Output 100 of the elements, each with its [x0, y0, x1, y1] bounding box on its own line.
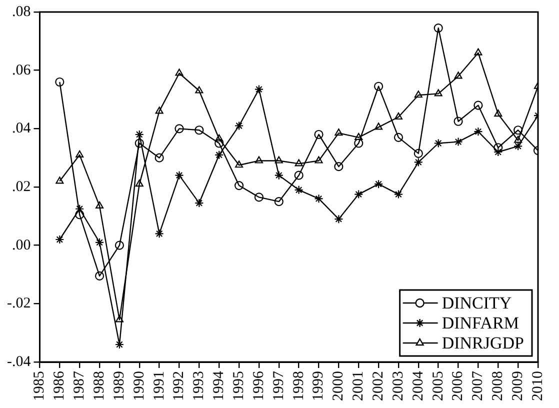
x-tick-label: 1986 — [52, 370, 68, 401]
point — [135, 180, 144, 187]
point — [354, 132, 363, 140]
point — [294, 185, 304, 194]
x-tick-label: 1993 — [191, 371, 208, 401]
point — [434, 23, 443, 33]
point — [514, 136, 522, 143]
x-tick-label: 2010 — [530, 371, 546, 401]
point — [454, 116, 463, 126]
point — [154, 153, 164, 162]
point — [96, 201, 104, 209]
point — [195, 86, 204, 94]
point — [155, 106, 164, 114]
point — [494, 110, 502, 117]
point — [134, 138, 144, 148]
x-tick-label: 1985 — [32, 371, 48, 401]
point — [56, 176, 64, 184]
y-tick-label: .04 — [12, 120, 32, 137]
x-tick-label: 2001 — [350, 371, 367, 401]
point — [474, 48, 482, 56]
point — [94, 238, 104, 247]
y-tick-label: .06 — [12, 62, 32, 78]
x-tick-label: 2009 — [510, 371, 526, 401]
point — [254, 84, 264, 94]
x-tick-label: 1991 — [151, 371, 168, 401]
x-tick-label: 2008 — [490, 371, 506, 401]
point — [94, 271, 104, 281]
x-tick-label: 1989 — [111, 371, 128, 401]
point — [334, 162, 344, 172]
point — [474, 100, 483, 110]
point — [394, 132, 404, 142]
point — [214, 150, 224, 160]
point — [294, 170, 304, 180]
point — [194, 126, 204, 135]
point — [76, 150, 84, 158]
x-tick-label: 1998 — [290, 371, 307, 401]
point — [374, 82, 384, 91]
point — [175, 68, 184, 76]
point — [314, 130, 324, 140]
x-tick-label: 2007 — [470, 370, 486, 401]
x-tick-label: 1994 — [211, 370, 228, 401]
point — [394, 112, 403, 120]
point — [55, 234, 64, 244]
point — [354, 138, 364, 148]
point — [454, 72, 462, 79]
legend-label: DINCITY — [442, 293, 512, 312]
point — [274, 156, 283, 164]
point — [294, 159, 303, 166]
point — [414, 158, 423, 167]
point — [414, 148, 423, 158]
x-tick-label: 1996 — [250, 370, 267, 401]
x-tick-label: 2003 — [390, 371, 406, 401]
point — [454, 137, 463, 146]
x-tick-label: 1999 — [310, 371, 327, 401]
x-tick-label: 2004 — [410, 370, 426, 401]
x-tick-label: 2006 — [450, 370, 466, 401]
legend-label: DINFARM — [442, 313, 519, 332]
point — [75, 204, 84, 214]
point — [494, 143, 503, 152]
point — [194, 198, 204, 208]
point — [354, 190, 364, 199]
point — [254, 156, 263, 164]
point — [474, 127, 483, 136]
point — [414, 90, 422, 98]
point — [274, 170, 284, 180]
y-tick-label: -.02 — [6, 296, 31, 312]
point — [434, 138, 443, 148]
point — [234, 121, 244, 130]
point — [114, 340, 124, 350]
point — [75, 210, 84, 220]
point — [374, 180, 384, 189]
x-tick-label: 1988 — [91, 371, 108, 401]
point — [234, 180, 244, 190]
x-tick-label: 1992 — [171, 371, 188, 401]
y-tick-label: .08 — [12, 4, 31, 20]
x-tick-label: 2000 — [330, 371, 347, 401]
x-tick-label: 1990 — [131, 371, 148, 401]
point — [114, 240, 124, 250]
point — [274, 197, 284, 206]
y-tick-label: .02 — [12, 178, 31, 195]
point — [154, 229, 164, 238]
y-tick-label: .00 — [12, 237, 31, 254]
x-tick-label: 2005 — [430, 371, 446, 401]
point — [394, 190, 404, 199]
point — [214, 138, 224, 148]
point — [514, 126, 523, 135]
point — [334, 128, 343, 136]
point — [115, 315, 124, 322]
point — [254, 192, 264, 202]
x-tick-label: 1995 — [230, 371, 247, 401]
x-tick-label: 1987 — [72, 370, 88, 401]
x-tick-label: 2002 — [370, 371, 386, 401]
point — [314, 194, 324, 204]
point — [314, 156, 323, 164]
point — [494, 147, 503, 157]
y-tick-label: -.04 — [6, 354, 32, 370]
point — [514, 142, 523, 151]
legend-label: DINRJGDP — [442, 333, 524, 352]
point — [174, 124, 184, 134]
point — [134, 130, 144, 140]
